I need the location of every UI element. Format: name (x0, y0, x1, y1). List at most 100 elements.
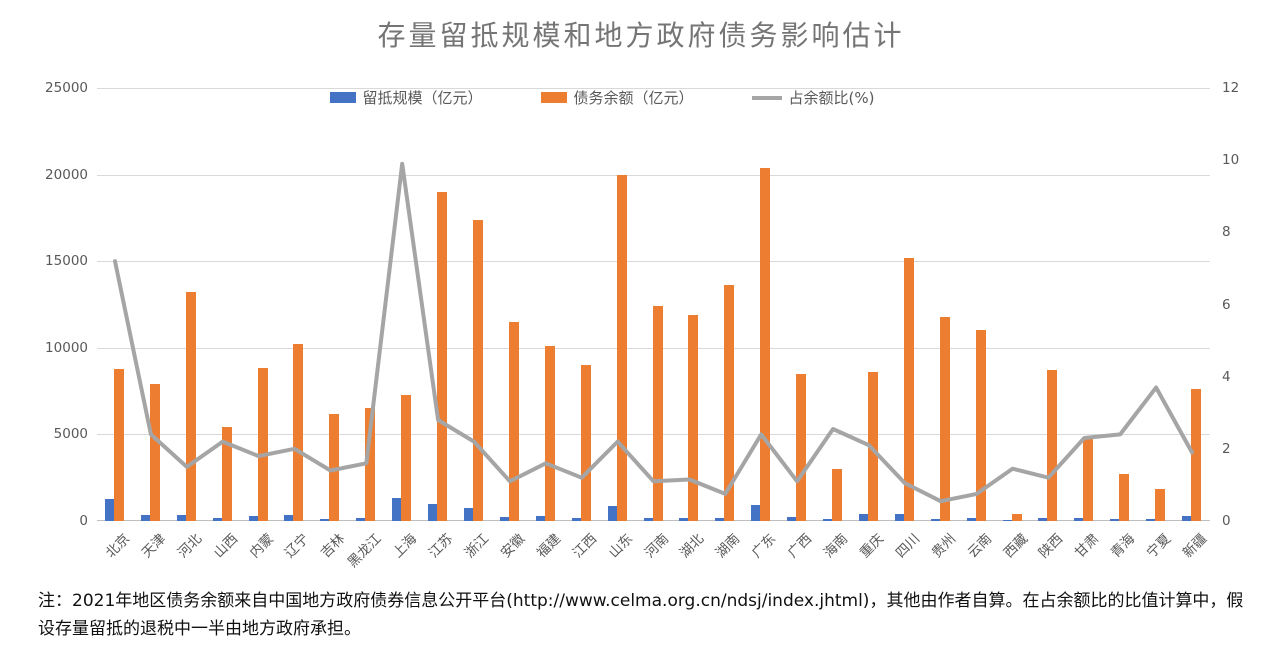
legend-item-debt-balance: 债务余额（亿元） (540, 87, 694, 108)
ratio-line-layer (113, 161, 1194, 504)
y-axis-right-tick: 0 (1222, 513, 1231, 529)
bar-debt-balance (365, 408, 376, 521)
bar-stock-credit (966, 517, 976, 521)
bar-stock-credit (1074, 517, 1084, 521)
x-axis-label: 河北 (174, 530, 205, 562)
bar-stock-credit (248, 516, 258, 521)
y-axis-left-tick: 15000 (45, 253, 88, 270)
bar-debt-balance (185, 292, 196, 521)
bar-debt-balance (760, 167, 771, 521)
bar-stock-credit (1002, 520, 1012, 521)
bar-stock-credit (176, 514, 186, 521)
bar-debt-balance (939, 316, 950, 521)
bar-debt-balance (616, 174, 627, 521)
x-axis-label: 黑龙江 (344, 530, 385, 571)
bar-debt-balance (580, 365, 591, 521)
bar-stock-credit (571, 518, 581, 521)
x-axis-label: 广西 (784, 530, 816, 562)
x-axis-label: 西藏 (1000, 530, 1031, 562)
legend-item-ratio: 占余额比(%) (751, 87, 875, 108)
y-axis-left-tick: 20000 (45, 166, 88, 183)
y-axis-right-tick: 4 (1222, 368, 1231, 385)
bar-stock-credit (787, 517, 797, 521)
bar-stock-credit (930, 518, 940, 521)
x-axis-label: 重庆 (856, 530, 888, 562)
gridline (97, 261, 1210, 263)
y-axis-right-tick: 6 (1222, 296, 1231, 313)
bar-stock-credit (643, 517, 653, 521)
x-axis-label: 辽宁 (282, 530, 313, 562)
bar-stock-credit (356, 518, 366, 521)
x-axis-label: 青海 (1107, 530, 1139, 562)
legend: 留抵规模（亿元） 债务余额（亿元） 占余额比(%) (0, 87, 1204, 108)
footnote: 注：2021年地区债务余额来自中国地方政府债券信息公开平台(http://www… (38, 591, 1244, 639)
legend-label: 占余额比(%) (788, 89, 875, 107)
bar-stock-credit (1038, 518, 1048, 521)
x-axis-label: 福建 (533, 530, 564, 562)
bar-debt-balance (1155, 488, 1166, 521)
bar-debt-balance (149, 384, 160, 521)
legend-label: 债务余额（亿元） (573, 89, 694, 107)
bar-debt-balance (1119, 474, 1130, 521)
bar-stock-credit (679, 517, 689, 521)
legend-swatch-blue-bar-icon (329, 92, 356, 103)
bar-stock-credit (535, 516, 545, 521)
bar-debt-balance (257, 367, 268, 521)
y-axis-right-tick: 8 (1222, 224, 1231, 241)
x-axis-label: 甘肃 (1072, 530, 1103, 562)
x-axis-label: 河南 (641, 530, 672, 562)
legend-swatch-orange-bar-icon (540, 92, 567, 103)
bar-stock-credit (463, 508, 473, 521)
bar-debt-balance (832, 469, 843, 521)
bar-debt-balance (1083, 437, 1094, 521)
bar-stock-credit (140, 514, 150, 521)
plot-area (97, 88, 1210, 521)
y-axis-right-tick: 10 (1222, 152, 1240, 169)
bar-stock-credit (320, 518, 330, 521)
x-axis-label: 天津 (138, 530, 169, 562)
bar-stock-credit (1182, 516, 1192, 521)
x-axis-label: 广东 (748, 530, 780, 562)
x-axis: 北京 天津 河北 山西 内蒙 辽宁 吉林 黑龙江 上海 江苏 浙江 安徽 福建 江西 山东 河南 湖北 湖南 广东广… (97, 521, 1211, 591)
x-axis-label: 湖北 (677, 530, 708, 562)
bar-stock-credit (392, 497, 402, 521)
x-axis-label: 浙江 (461, 530, 493, 562)
bar-debt-balance (688, 314, 699, 521)
x-axis-label: 陕西 (1036, 530, 1067, 562)
legend-swatch-gray-line-icon (751, 95, 782, 100)
x-axis-label: 北京 (102, 530, 134, 562)
x-axis-label: 湖南 (713, 530, 744, 562)
x-axis-label: 安徽 (497, 530, 529, 562)
bar-debt-balance (472, 219, 483, 521)
bar-stock-credit (499, 517, 509, 521)
x-axis-label: 江西 (569, 530, 600, 562)
bar-stock-credit (428, 503, 438, 521)
x-axis-label: 山东 (605, 530, 636, 562)
bar-debt-balance (903, 257, 914, 521)
bar-stock-credit (823, 518, 833, 521)
bar-debt-balance (113, 368, 124, 521)
y-axis-left-tick: 25000 (45, 80, 88, 96)
gridline (97, 88, 1210, 89)
bar-stock-credit (607, 506, 617, 521)
y-axis-left: 25000 20000 15000 10000 5000 0 (0, 80, 88, 529)
bar-debt-balance (796, 373, 807, 521)
y-axis-right: 12 10 8 6 4 2 0 (1222, 80, 1272, 529)
gridline (97, 174, 1210, 176)
bar-debt-balance (293, 344, 304, 521)
bar-debt-balance (1047, 370, 1058, 521)
x-axis-label: 贵州 (928, 530, 959, 562)
bar-debt-balance (652, 306, 663, 521)
bar-debt-balance (437, 191, 448, 521)
bar-stock-credit (212, 517, 222, 521)
x-axis-label: 新疆 (1179, 530, 1211, 562)
y-axis-right-tick: 2 (1222, 440, 1231, 457)
legend-item-stock-credit: 留抵规模（亿元） (329, 87, 483, 108)
x-axis-label: 上海 (389, 530, 421, 562)
ratio-line (113, 161, 1194, 504)
bar-debt-balance (1191, 389, 1202, 521)
y-axis-left-tick: 5000 (53, 426, 88, 443)
x-axis-label: 云南 (964, 530, 995, 562)
bar-stock-credit (894, 513, 904, 521)
